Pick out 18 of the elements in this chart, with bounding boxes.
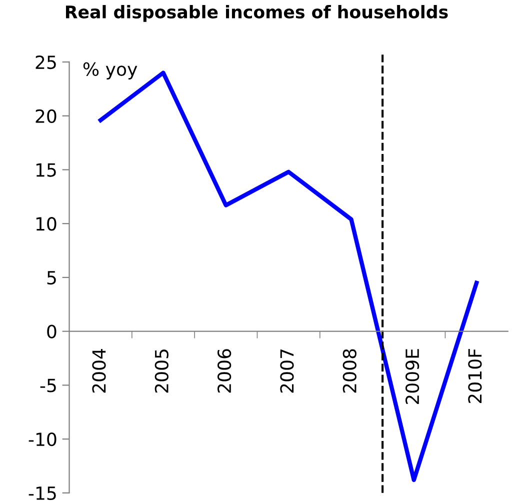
x-tick-label: 2008	[342, 349, 356, 393]
x-tick-label: 2009E	[405, 349, 420, 404]
x-tick-label: 2010F	[468, 349, 482, 403]
y-tick-label: 20	[36, 109, 56, 123]
y-tick-label: 10	[36, 217, 56, 231]
y-tick-label: -15	[28, 486, 56, 500]
y-tick-label: 0	[47, 324, 56, 338]
y-tick-label: 5	[47, 271, 56, 285]
x-tick-label: 2006	[217, 349, 232, 393]
x-tick-label: 2004	[92, 349, 106, 393]
y-axis-title: % yoy	[83, 62, 138, 80]
y-tick-label: 25	[36, 55, 56, 70]
y-tick-label: -10	[28, 432, 56, 446]
y-tick-label: 15	[36, 163, 56, 177]
x-tick-label: 2007	[280, 350, 294, 393]
x-tick-label: 2005	[154, 350, 168, 393]
y-tick-label: -5	[40, 378, 56, 392]
chart-title: Real disposable incomes of households	[66, 5, 448, 22]
